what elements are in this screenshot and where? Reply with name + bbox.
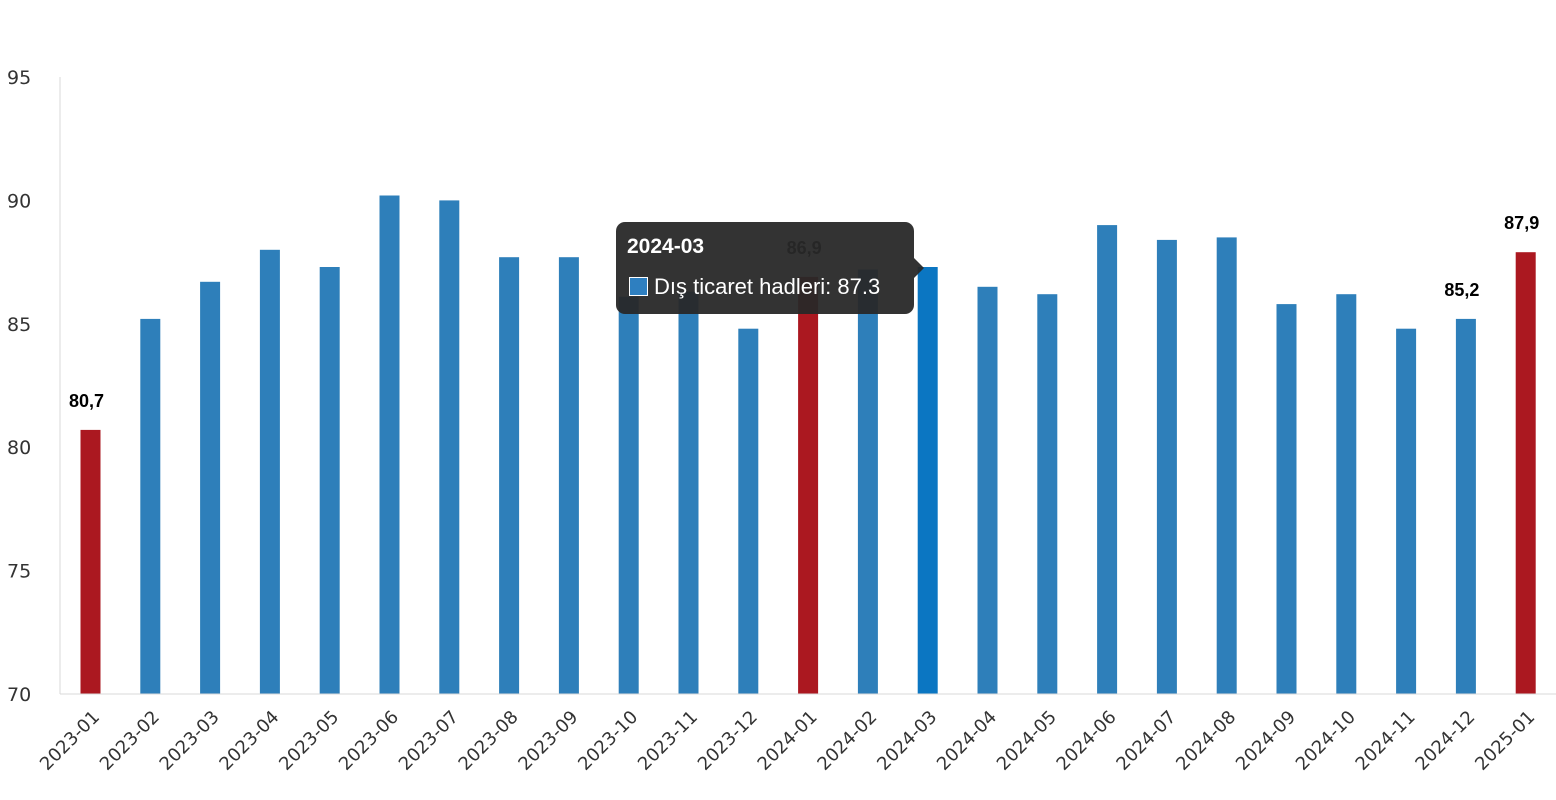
data-label: 80,7 — [69, 391, 104, 411]
x-tick-label: 2023-04 — [215, 707, 283, 775]
tooltip-text: Dış ticaret hadleri: 87.3 — [654, 274, 881, 299]
x-tick-label: 2024-06 — [1053, 707, 1121, 775]
y-axis: 70 75 80 85 90 95 — [7, 67, 61, 706]
bar-2023-07[interactable] — [439, 200, 460, 694]
bar-2023-12[interactable] — [738, 328, 759, 694]
y-tick-label: 85 — [7, 314, 31, 336]
y-tick-label: 95 — [7, 67, 31, 89]
x-tick-label: 2023-05 — [275, 707, 343, 775]
bar-2023-01[interactable] — [80, 429, 101, 694]
bar-2023-10[interactable] — [618, 296, 639, 694]
x-tick-label: 2025-01 — [1471, 707, 1539, 775]
x-tick-label: 2024-02 — [813, 707, 881, 775]
bar-2025-01[interactable] — [1515, 252, 1536, 694]
bar-2023-11[interactable] — [678, 291, 699, 694]
bar-2023-08[interactable] — [499, 257, 520, 694]
x-tick-label: 2024-04 — [933, 707, 1001, 775]
tooltip-title: 2024-03 — [627, 235, 705, 258]
x-tick-label: 2024-05 — [993, 707, 1061, 775]
bar-2024-07[interactable] — [1156, 239, 1177, 694]
y-tick-label: 90 — [7, 190, 31, 212]
x-tick-label: 2024-09 — [1232, 707, 1300, 775]
bars — [80, 195, 1536, 695]
x-tick-label: 2023-10 — [574, 707, 642, 775]
chart-tooltip: 2024-03 Dış ticaret hadleri: 87.3 — [616, 222, 924, 314]
x-tick-label: 2024-10 — [1292, 707, 1360, 775]
bar-2024-01[interactable] — [798, 276, 819, 694]
x-tick-label: 2024-07 — [1112, 707, 1180, 775]
x-tick-label: 2023-12 — [694, 707, 762, 775]
x-tick-label: 2023-08 — [455, 707, 523, 775]
bar-2024-02[interactable] — [857, 269, 878, 695]
x-tick-label: 2024-12 — [1411, 707, 1479, 775]
bar-2024-03[interactable] — [917, 267, 938, 694]
x-tick-label: 2023-11 — [634, 707, 702, 775]
bar-2024-12[interactable] — [1455, 318, 1476, 694]
bar-2024-10[interactable] — [1336, 294, 1357, 694]
x-tick-label: 2023-07 — [395, 707, 463, 775]
y-tick-label: 80 — [7, 437, 31, 459]
tooltip-arrow — [914, 258, 924, 278]
bar-2024-08[interactable] — [1216, 237, 1237, 694]
x-axis: 2023-012023-022023-032023-042023-052023-… — [36, 693, 1556, 775]
x-tick-label: 2024-03 — [873, 707, 941, 775]
x-tick-label: 2023-09 — [514, 707, 582, 775]
bar-2024-09[interactable] — [1276, 304, 1297, 694]
y-tick-label: 75 — [7, 561, 31, 583]
tooltip-row: Dış ticaret hadleri: 87.3 — [629, 274, 880, 300]
x-tick-label: 2023-01 — [36, 707, 104, 775]
bar-2023-06[interactable] — [379, 195, 400, 695]
bar-2024-11[interactable] — [1396, 328, 1417, 694]
bar-2024-04[interactable] — [977, 286, 998, 694]
bar-2023-09[interactable] — [558, 257, 579, 694]
tooltip-series-swatch — [629, 277, 648, 296]
y-tick-label: 70 — [7, 684, 31, 706]
bar-2023-05[interactable] — [319, 267, 340, 694]
x-tick-label: 2024-08 — [1172, 707, 1240, 775]
bar-2023-04[interactable] — [259, 249, 280, 695]
bar-2024-05[interactable] — [1037, 294, 1058, 694]
data-label: 85,2 — [1444, 280, 1479, 300]
x-tick-label: 2024-01 — [754, 707, 822, 775]
bar-2023-02[interactable] — [140, 318, 161, 694]
bar-2024-06[interactable] — [1097, 225, 1118, 694]
x-tick-label: 2024-11 — [1352, 707, 1420, 775]
bar-2023-03[interactable] — [200, 281, 221, 694]
data-label: 87,9 — [1504, 213, 1539, 233]
x-tick-label: 2023-03 — [156, 707, 224, 775]
x-tick-label: 2023-02 — [96, 707, 164, 775]
x-tick-label: 2023-06 — [335, 707, 403, 775]
